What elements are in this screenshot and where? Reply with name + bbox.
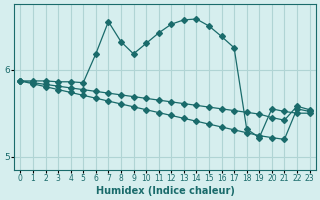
X-axis label: Humidex (Indice chaleur): Humidex (Indice chaleur) (96, 186, 234, 196)
